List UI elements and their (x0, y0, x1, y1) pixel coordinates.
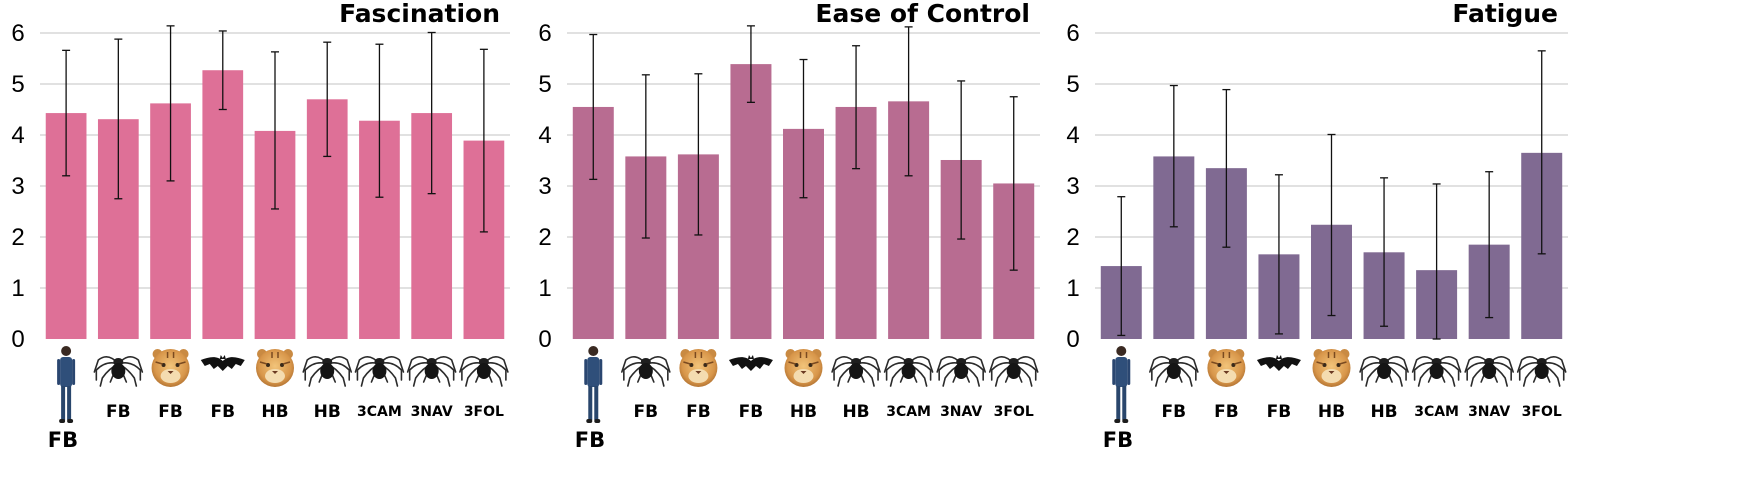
tiger-icon (256, 349, 294, 387)
y-tick-label: 5 (11, 71, 24, 98)
category-label: 3CAM (1414, 404, 1459, 420)
tiger-icon (679, 349, 718, 387)
y-tick-label: 2 (538, 224, 551, 251)
y-tick-label: 0 (11, 326, 24, 353)
category-label: FB (1267, 402, 1292, 422)
spider-icon (459, 356, 509, 387)
category-label: FB (210, 402, 235, 422)
y-tick-label: 5 (1066, 71, 1079, 98)
category-label: 3FOL (1522, 404, 1562, 420)
y-tick-label: 5 (538, 71, 551, 98)
bat-icon (1256, 355, 1301, 371)
category-label: FB (158, 402, 183, 422)
category-label: 3NAV (940, 404, 982, 420)
spider-icon (93, 356, 144, 387)
spider-icon (354, 356, 405, 387)
spider-icon (988, 356, 1039, 387)
spider-icon (936, 356, 986, 387)
spider-icon (406, 356, 457, 387)
spider-icon (1359, 356, 1409, 387)
chart-panel-1: 0 1 2 3 4 5 6 Fascination FB FB FB FB HB HB 3CAM 3NAV 3F… (11, 0, 510, 452)
chart-title: Ease of Control (815, 0, 1030, 28)
category-label: FB (575, 428, 605, 452)
y-tick-label: 0 (1066, 326, 1079, 353)
category-label: FB (1103, 428, 1133, 452)
category-label: FB (1214, 402, 1239, 422)
chart-title: Fascination (339, 0, 500, 28)
y-tick-label: 3 (1066, 173, 1079, 200)
chart-panel-2: 0 1 2 3 4 5 6 Ease of Control FB FB FB FB HB HB 3CAM 3N… (538, 0, 1040, 452)
category-label: 3NAV (411, 404, 453, 420)
spider-icon (621, 356, 671, 387)
category-label: HB (790, 402, 817, 422)
tiger-icon (1312, 349, 1351, 387)
person-icon (57, 346, 76, 423)
spider-icon (1464, 356, 1514, 387)
category-label: FB (739, 402, 764, 422)
category-label: 3NAV (1468, 404, 1510, 420)
chart-panel-3: 0 1 2 3 4 5 6 Fatigue FB FB FB FB HB HB 3CAM 3NAV 3FOL (1066, 0, 1568, 452)
spider-icon (302, 356, 353, 387)
tiger-icon (151, 349, 190, 387)
category-label: HB (261, 402, 288, 422)
bat-icon (200, 355, 245, 371)
category-label: FB (1162, 402, 1187, 422)
y-tick-label: 4 (538, 122, 551, 149)
y-tick-label: 2 (11, 224, 24, 251)
category-label: FB (634, 402, 659, 422)
chart-title: Fatigue (1452, 0, 1558, 28)
category-label: HB (1318, 402, 1345, 422)
category-label: HB (1370, 402, 1397, 422)
y-tick-label: 4 (1066, 122, 1079, 149)
category-label: 3FOL (994, 404, 1034, 420)
y-tick-label: 6 (11, 20, 24, 47)
y-tick-label: 3 (538, 173, 551, 200)
tiger-icon (1207, 349, 1246, 387)
y-tick-label: 0 (538, 326, 551, 353)
person-icon (584, 346, 603, 423)
spider-icon (831, 356, 881, 387)
person-icon (1112, 346, 1131, 423)
category-label: FB (106, 402, 131, 422)
category-label: HB (842, 402, 869, 422)
y-tick-label: 6 (1066, 20, 1079, 47)
bar (202, 70, 244, 339)
bar (730, 64, 772, 340)
spider-icon (1411, 356, 1462, 387)
y-tick-label: 3 (11, 173, 24, 200)
category-label: HB (314, 402, 341, 422)
y-tick-label: 4 (11, 122, 24, 149)
spider-icon (883, 356, 934, 387)
bat-icon (728, 355, 773, 371)
y-tick-label: 1 (1066, 275, 1079, 302)
category-label: 3FOL (464, 404, 504, 420)
category-label: 3CAM (357, 404, 402, 420)
category-label: FB (48, 428, 78, 452)
spider-icon (1516, 356, 1567, 387)
category-label: FB (686, 402, 711, 422)
y-tick-label: 6 (538, 20, 551, 47)
y-tick-label: 1 (538, 275, 551, 302)
category-label: 3CAM (886, 404, 931, 420)
y-tick-label: 1 (11, 275, 24, 302)
tiger-icon (784, 349, 823, 387)
y-tick-label: 2 (1066, 224, 1079, 251)
spider-icon (1149, 356, 1199, 387)
